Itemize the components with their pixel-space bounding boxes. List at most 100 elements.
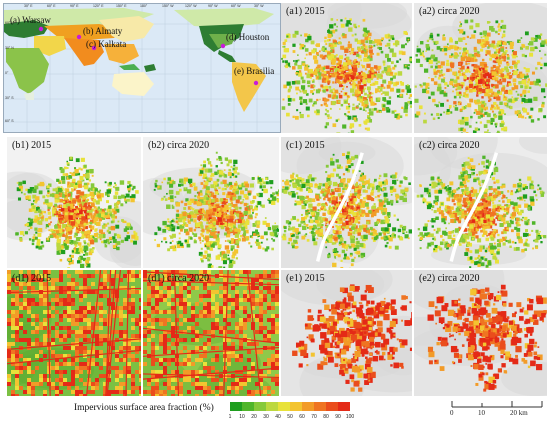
isa-pixel bbox=[316, 89, 320, 93]
isa-pixel bbox=[54, 204, 57, 207]
isa-pixel bbox=[405, 43, 407, 45]
isa-pixel bbox=[176, 214, 179, 217]
isa-pixel bbox=[509, 106, 512, 109]
isa-pixel bbox=[523, 90, 527, 94]
isa-pixel bbox=[32, 243, 35, 246]
isa-pixel bbox=[46, 185, 49, 188]
isa-pixel bbox=[349, 71, 351, 73]
isa-pixel bbox=[428, 87, 430, 89]
isa-pixel bbox=[224, 213, 226, 215]
isa-pixel bbox=[90, 230, 92, 232]
urban-map-c2 bbox=[414, 137, 547, 268]
isa-pixel bbox=[493, 182, 495, 184]
isa-pixel bbox=[408, 64, 410, 66]
isa-pixel bbox=[179, 237, 181, 239]
isa-pixel bbox=[204, 214, 208, 218]
isa-pixel bbox=[117, 221, 119, 223]
isa-pixel bbox=[355, 85, 357, 87]
isa-pixel bbox=[381, 93, 383, 95]
isa-pixel bbox=[466, 57, 470, 61]
isa-pixel bbox=[437, 177, 439, 179]
isa-pixel bbox=[82, 207, 85, 210]
isa-pixel bbox=[346, 58, 348, 60]
isa-pixel bbox=[133, 241, 137, 245]
isa-pixel bbox=[354, 207, 357, 210]
isa-pixel bbox=[308, 203, 312, 207]
graticule-label: 90° W bbox=[208, 4, 218, 8]
isa-pixel bbox=[69, 240, 71, 242]
isa-pixel bbox=[444, 48, 447, 51]
isa-pixel bbox=[392, 227, 396, 231]
isa-pixel bbox=[236, 213, 239, 216]
isa-pixel bbox=[329, 24, 333, 28]
isa-pixel bbox=[379, 202, 383, 206]
isa-pixel bbox=[385, 91, 389, 95]
isa-pixel bbox=[218, 218, 222, 222]
isa-pixel bbox=[432, 38, 434, 40]
isa-pixel bbox=[308, 66, 310, 68]
isa-pixel bbox=[387, 212, 390, 215]
isa-pixel bbox=[478, 128, 480, 130]
isa-pixel bbox=[497, 186, 500, 189]
isa-pixel bbox=[449, 45, 453, 49]
isa-pixel bbox=[378, 66, 382, 70]
isa-pixel bbox=[192, 183, 195, 186]
isa-pixel bbox=[476, 94, 478, 96]
isa-pixel bbox=[124, 198, 126, 200]
isa-pixel bbox=[330, 74, 332, 76]
isa-pixel bbox=[305, 233, 307, 235]
isa-pixel bbox=[539, 84, 541, 86]
isa-pixel bbox=[435, 76, 437, 78]
isa-pixel bbox=[463, 48, 466, 51]
isa-pixel bbox=[480, 101, 482, 103]
isa-pixel bbox=[48, 193, 50, 195]
isa-pixel bbox=[369, 49, 373, 53]
isa-pixel bbox=[544, 63, 547, 67]
isa-pixel bbox=[344, 254, 347, 257]
isa-pixel bbox=[294, 63, 297, 66]
isa-pixel bbox=[497, 234, 499, 236]
isa-pixel bbox=[345, 168, 348, 171]
isa-pixel bbox=[390, 78, 393, 81]
isa-pixel bbox=[352, 193, 354, 195]
isa-pixel bbox=[498, 60, 502, 64]
isa-pixel bbox=[346, 86, 348, 88]
isa-pixel bbox=[336, 183, 338, 185]
isa-pixel bbox=[372, 205, 376, 209]
isa-pixel bbox=[240, 190, 244, 194]
isa-pixel bbox=[404, 105, 408, 109]
isa-pixel bbox=[424, 113, 426, 115]
isa-pixel bbox=[345, 101, 347, 103]
isa-pixel bbox=[107, 189, 111, 193]
isa-pixel bbox=[339, 244, 341, 246]
isa-pixel bbox=[341, 260, 343, 262]
isa-pixel bbox=[78, 209, 80, 211]
isa-pixel bbox=[248, 211, 251, 214]
isa-pixel bbox=[172, 234, 176, 238]
isa-pixel bbox=[94, 229, 96, 231]
isa-pixel bbox=[499, 65, 501, 67]
isa-pixel bbox=[493, 86, 495, 88]
isa-pixel bbox=[520, 74, 524, 78]
isa-pixel bbox=[187, 244, 191, 248]
isa-pixel bbox=[327, 114, 330, 117]
isa-pixel bbox=[480, 32, 483, 35]
isa-pixel bbox=[80, 257, 83, 260]
isa-pixel bbox=[352, 34, 354, 36]
isa-pixel bbox=[213, 222, 216, 225]
isa-pixel bbox=[288, 98, 292, 102]
isa-pixel bbox=[56, 230, 59, 233]
isa-pixel bbox=[331, 73, 335, 77]
isa-pixel bbox=[355, 155, 359, 159]
isa-pixel bbox=[379, 43, 382, 46]
isa-pixel bbox=[240, 235, 242, 237]
isa-pixel bbox=[513, 51, 517, 55]
isa-pixel bbox=[379, 178, 381, 180]
isa-pixel bbox=[201, 248, 203, 250]
isa-pixel bbox=[48, 202, 52, 206]
isa-pixel bbox=[488, 74, 492, 78]
isa-pixel bbox=[190, 218, 193, 221]
isa-pixel bbox=[73, 240, 76, 243]
isa-pixel bbox=[197, 192, 199, 194]
isa-pixel bbox=[426, 44, 430, 48]
